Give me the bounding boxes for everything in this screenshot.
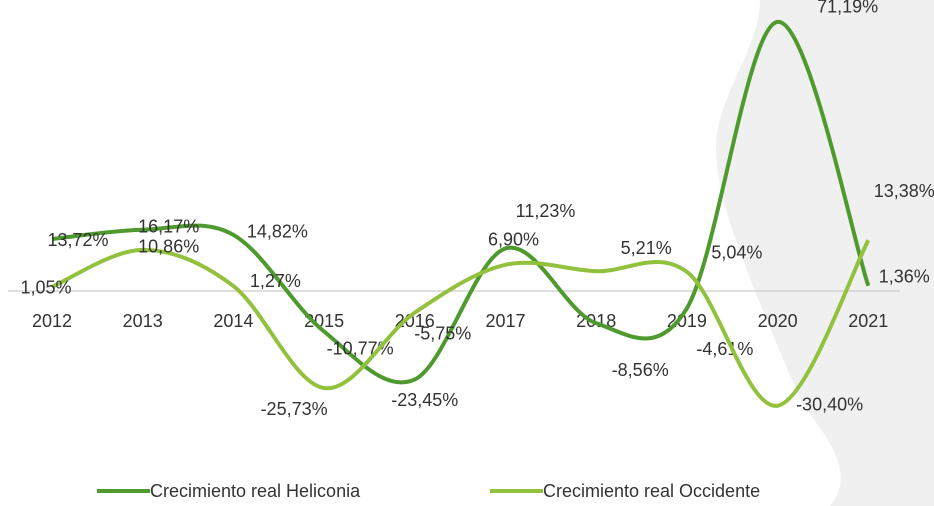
data-label: -8,56% [612,360,669,380]
series-line [51,239,871,408]
data-label: 13,72% [47,230,108,250]
x-tick-label: 2019 [667,311,707,331]
background-shape [716,0,934,506]
legend-label: Crecimiento real Heliconia [150,481,361,501]
data-label: 5,21% [621,238,672,258]
x-tick-label: 2017 [485,311,525,331]
data-label: 1,36% [879,266,930,286]
data-label: 13,38% [874,181,934,201]
data-label: -25,73% [261,399,328,419]
data-label: 16,17% [138,217,199,237]
data-label: 14,82% [247,222,308,242]
data-label: -5,75% [414,323,471,343]
data-label: -30,40% [796,394,863,414]
data-label: -4,61% [696,339,753,359]
data-label: 1,27% [250,271,301,291]
data-label: 1,05% [20,278,71,298]
data-label: 6,90% [488,230,539,250]
x-tick-label: 2013 [123,311,163,331]
data-label: 10,86% [138,237,199,257]
data-label: 11,23% [516,201,576,221]
data-label: -23,45% [391,390,458,410]
series-line [51,19,871,385]
x-tick-label: 2020 [758,311,798,331]
x-tick-label: 2021 [848,311,888,331]
legend-label: Crecimiento real Occidente [543,481,760,501]
data-label: 71,19% [817,0,878,17]
x-tick-label: 2015 [304,311,344,331]
x-tick-label: 2012 [32,311,72,331]
data-label: 5,04% [711,243,762,263]
x-tick-label: 2014 [213,311,253,331]
x-tick-label: 2016 [395,311,435,331]
